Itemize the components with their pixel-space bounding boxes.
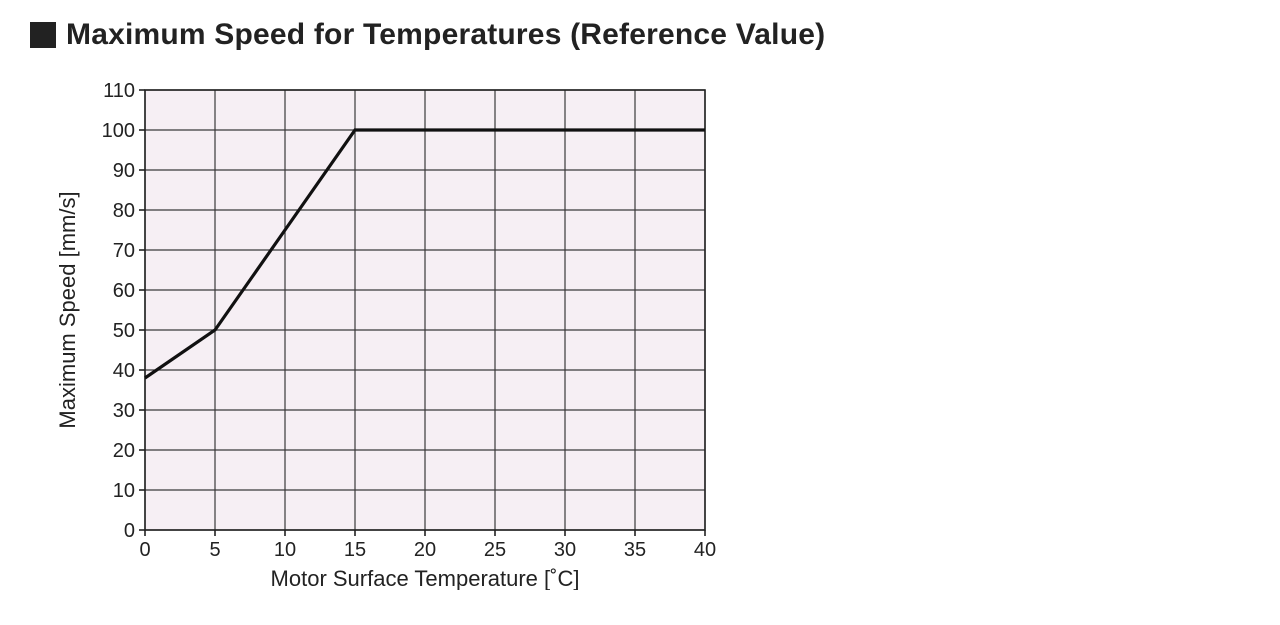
page: Maximum Speed for Temperatures (Referenc… [0, 0, 1280, 625]
svg-text:30: 30 [554, 539, 576, 561]
svg-text:20: 20 [113, 440, 135, 462]
svg-text:40: 40 [113, 360, 135, 382]
svg-text:25: 25 [484, 539, 506, 561]
svg-text:5: 5 [209, 539, 220, 561]
svg-text:70: 70 [113, 240, 135, 262]
speed-temperature-chart: 0 5 10 15 20 25 30 35 40 0 10 20 30 40 50 60 70 80 90 100 11… [30, 70, 750, 595]
svg-text:100: 100 [102, 120, 135, 142]
svg-text:10: 10 [113, 480, 135, 502]
svg-text:Maximum Speed [mm/s]: Maximum Speed [mm/s] [55, 191, 80, 428]
svg-text:Motor Surface Temperature [˚C]: Motor Surface Temperature [˚C] [271, 566, 580, 590]
svg-text:35: 35 [624, 539, 646, 561]
svg-text:60: 60 [113, 280, 135, 302]
title-bullet-icon [30, 22, 56, 48]
svg-text:20: 20 [414, 539, 436, 561]
svg-text:0: 0 [139, 539, 150, 561]
svg-text:15: 15 [344, 539, 366, 561]
svg-text:80: 80 [113, 200, 135, 222]
svg-text:30: 30 [113, 400, 135, 422]
svg-text:90: 90 [113, 160, 135, 182]
svg-text:0: 0 [124, 520, 135, 542]
title-row: Maximum Speed for Temperatures (Referenc… [30, 18, 825, 52]
svg-text:10: 10 [274, 539, 296, 561]
svg-text:110: 110 [103, 80, 135, 102]
chart-svg: 0 5 10 15 20 25 30 35 40 0 10 20 30 40 50 60 70 80 90 100 11… [30, 70, 750, 590]
svg-text:50: 50 [113, 320, 135, 342]
page-title: Maximum Speed for Temperatures (Referenc… [66, 18, 825, 52]
svg-text:40: 40 [694, 539, 716, 561]
